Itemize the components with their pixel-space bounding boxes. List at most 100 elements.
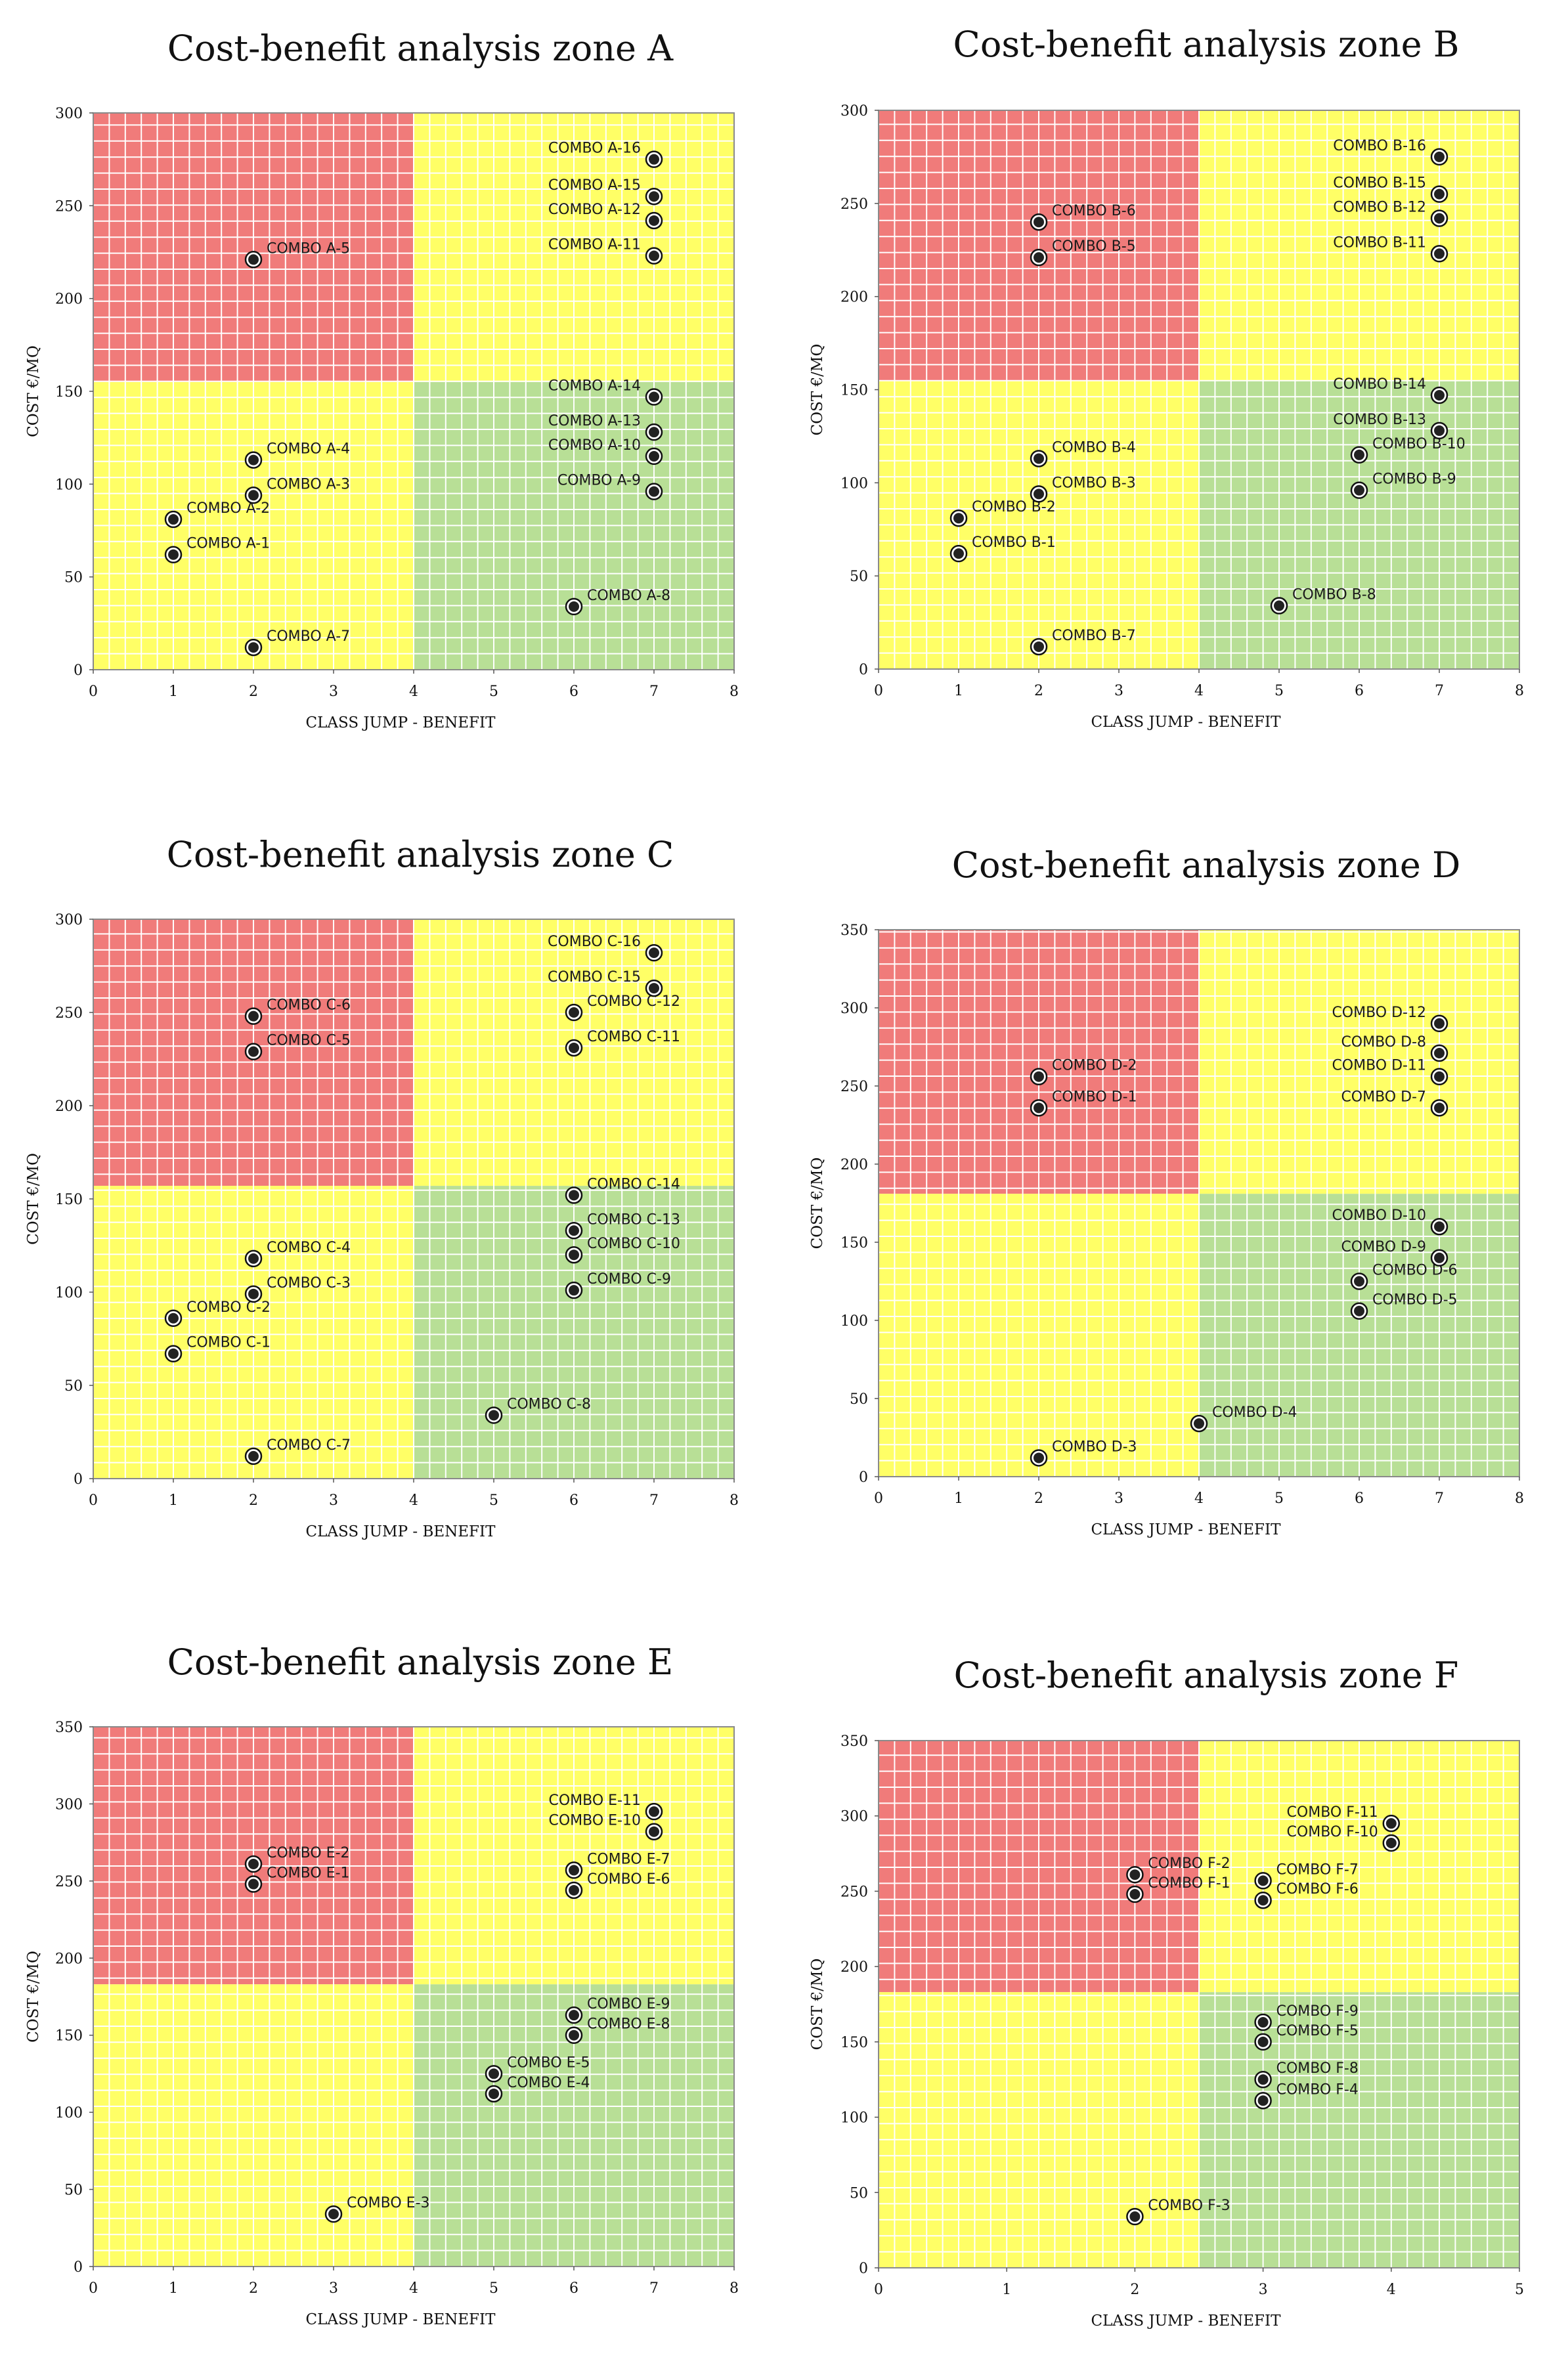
x-tick-label: 7 <box>649 683 659 700</box>
y-axis-label: COST €/MQ <box>809 1959 826 2050</box>
x-tick-label: 2 <box>249 2280 258 2297</box>
x-tick-label: 6 <box>569 1492 578 1509</box>
data-label: COMBO A-8 <box>587 588 670 604</box>
data-label: COMBO C-7 <box>267 1437 351 1454</box>
data-point-core <box>649 947 659 959</box>
data-point-core <box>953 548 964 559</box>
data-label: COMBO A-16 <box>548 141 641 157</box>
data-point-core <box>649 250 659 261</box>
x-tick-label: 0 <box>89 683 98 700</box>
data-label: COMBO A-5 <box>267 240 350 257</box>
x-tick-label: 8 <box>730 683 739 700</box>
y-tick-label: 250 <box>55 1874 83 1890</box>
y-tick-label: 150 <box>840 1235 868 1251</box>
y-tick-label: 250 <box>840 1079 868 1095</box>
data-point-core <box>1257 2074 1269 2085</box>
data-label: COMBO A-9 <box>557 473 641 489</box>
y-tick-label: 50 <box>850 2185 868 2202</box>
data-point-core <box>489 2068 499 2079</box>
data-point-core <box>569 1865 579 1876</box>
data-label: COMBO A-11 <box>548 237 641 253</box>
data-point-core <box>248 454 259 466</box>
data-label: COMBO A-13 <box>548 413 641 429</box>
x-tick-label: 6 <box>1355 683 1364 699</box>
data-label: COMBO F-8 <box>1276 2060 1359 2077</box>
data-point-core <box>649 154 659 165</box>
x-axis-label: CLASS JUMP - BENEFIT <box>306 714 496 731</box>
chart-zone-a: Cost-benefit analysis zone A 0 1 2 3 4 5 6 7 8 0 50… <box>0 0 784 788</box>
x-tick-label: 8 <box>1515 1490 1524 1507</box>
chart-zone-b-svg: Cost-benefit analysis zone B 0 1 2 3 4 5 6 7 8 0 50… <box>809 24 1524 731</box>
data-label: COMBO C-11 <box>587 1029 680 1045</box>
y-tick-label: 0 <box>74 662 83 679</box>
data-label: COMBO F-2 <box>1148 1855 1230 1872</box>
grid <box>879 1741 1519 2268</box>
data-label: COMBO F-9 <box>1276 2003 1359 2020</box>
y-tick-label: 200 <box>840 290 868 306</box>
x-tick-label: 2 <box>1034 1490 1043 1507</box>
data-point-core <box>1034 217 1044 228</box>
data-label: COMBO B-8 <box>1292 587 1376 603</box>
data-point-core <box>1434 1048 1445 1059</box>
data-point-core <box>953 513 964 524</box>
data-label: COMBO E-5 <box>507 2054 590 2071</box>
data-label: COMBO B-9 <box>1372 471 1456 488</box>
y-tick-label: 250 <box>840 196 868 213</box>
chart-zone-b: Cost-benefit analysis zone B 0 1 2 3 4 5 6 7 8 0 50… <box>784 0 1568 788</box>
data-label: COMBO C-15 <box>548 969 641 986</box>
chart-zone-f-svg: Cost-benefit analysis zone F0 1 2 3 4 5050100… <box>809 1655 1524 2330</box>
data-point-core <box>1129 1889 1141 1900</box>
y-tick-label: 100 <box>55 477 83 493</box>
data-label: COMBO E-2 <box>267 1845 350 1861</box>
y-tick-label: 150 <box>840 2035 868 2051</box>
chart-title: Cost-benefit analysis zone F <box>954 1655 1459 1696</box>
data-label: COMBO A-4 <box>267 441 350 458</box>
x-tick-label: 5 <box>1274 683 1284 699</box>
y-tick-label: 50 <box>850 1391 868 1408</box>
y-tick-label: 100 <box>55 2105 83 2121</box>
data-point-core <box>649 215 659 226</box>
data-point-core <box>1034 453 1044 464</box>
x-tick-label: 0 <box>874 683 883 699</box>
data-point-core <box>1434 213 1445 224</box>
data-label: COMBO E-4 <box>507 2075 590 2091</box>
y-tick-label: 100 <box>840 475 868 492</box>
data-label: COMBO B-15 <box>1333 175 1426 192</box>
data-point-core <box>569 1225 579 1236</box>
x-tick-label: 4 <box>409 2280 418 2297</box>
y-axis-label: COST €/MQ <box>809 344 826 436</box>
y-tick-label: 50 <box>850 569 868 585</box>
y-tick-label: 250 <box>55 198 83 215</box>
y-tick-label: 0 <box>74 2259 83 2276</box>
data-label: COMBO E-9 <box>587 1996 670 2012</box>
x-tick-label: 4 <box>1194 683 1204 699</box>
grid <box>879 930 1519 1477</box>
data-point-core <box>1385 1838 1397 1849</box>
data-point-core <box>1434 248 1445 259</box>
data-label: COMBO B-7 <box>1052 628 1136 644</box>
data-label: COMBO B-5 <box>1052 238 1136 255</box>
x-tick-label: 1 <box>954 683 963 699</box>
data-point-core <box>649 1826 659 1837</box>
data-point-core <box>1434 1221 1445 1232</box>
x-tick-label: 4 <box>1194 1490 1204 1507</box>
data-label: COMBO A-14 <box>548 378 641 394</box>
y-tick-label: 300 <box>840 1809 868 1825</box>
data-label: COMBO B-10 <box>1372 436 1466 452</box>
chart-title: Cost-benefit analysis zone C <box>167 834 674 875</box>
y-tick-label: 150 <box>55 384 83 401</box>
data-point-core <box>569 1007 579 1018</box>
x-tick-label: 3 <box>329 1492 338 1509</box>
data-point-core <box>649 450 659 462</box>
data-point-core <box>1434 390 1445 401</box>
chart-zone-e-svg: Cost-benefit analysis zone E 0 1 2 3 4 5 6 7 8 0 50… <box>25 1641 739 2328</box>
x-tick-label: 0 <box>89 2280 98 2297</box>
data-label: COMBO E-3 <box>347 2195 430 2211</box>
x-tick-label: 1 <box>169 2280 178 2297</box>
data-point-core <box>569 1042 579 1053</box>
data-point-core <box>1434 1018 1445 1029</box>
data-label: COMBO C-6 <box>267 997 351 1014</box>
x-tick-label: 7 <box>649 1492 659 1509</box>
data-point-core <box>569 601 579 612</box>
data-label: COMBO C-12 <box>587 993 680 1010</box>
